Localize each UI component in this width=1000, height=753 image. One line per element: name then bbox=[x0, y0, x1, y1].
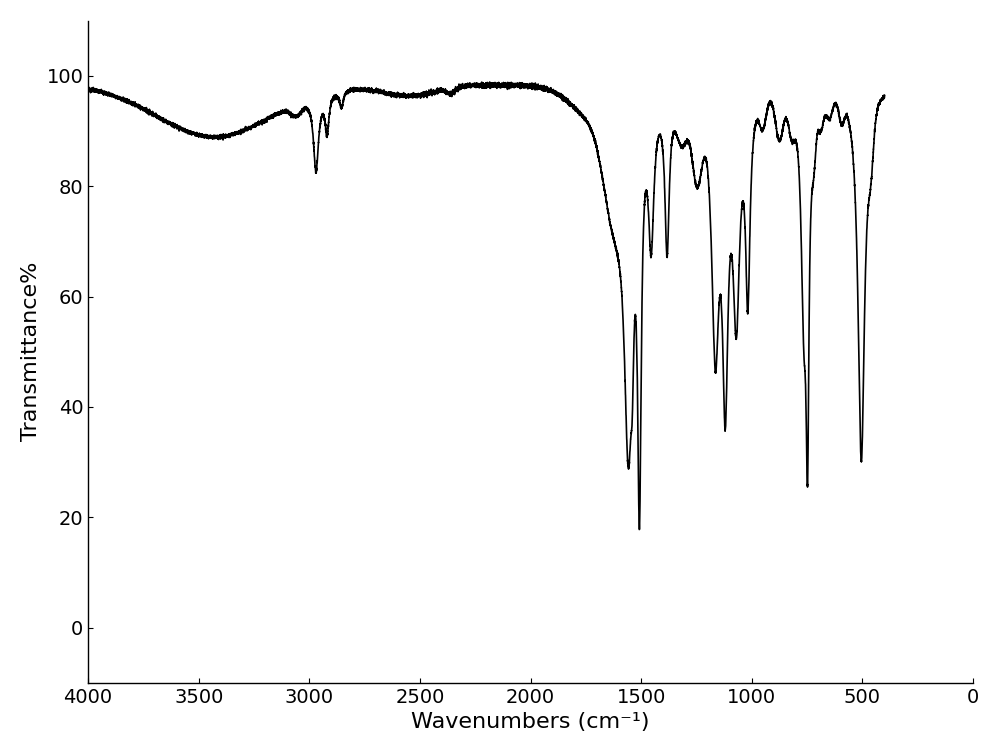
Y-axis label: Transmittance%: Transmittance% bbox=[21, 262, 41, 441]
X-axis label: Wavenumbers (cm⁻¹): Wavenumbers (cm⁻¹) bbox=[411, 712, 650, 732]
